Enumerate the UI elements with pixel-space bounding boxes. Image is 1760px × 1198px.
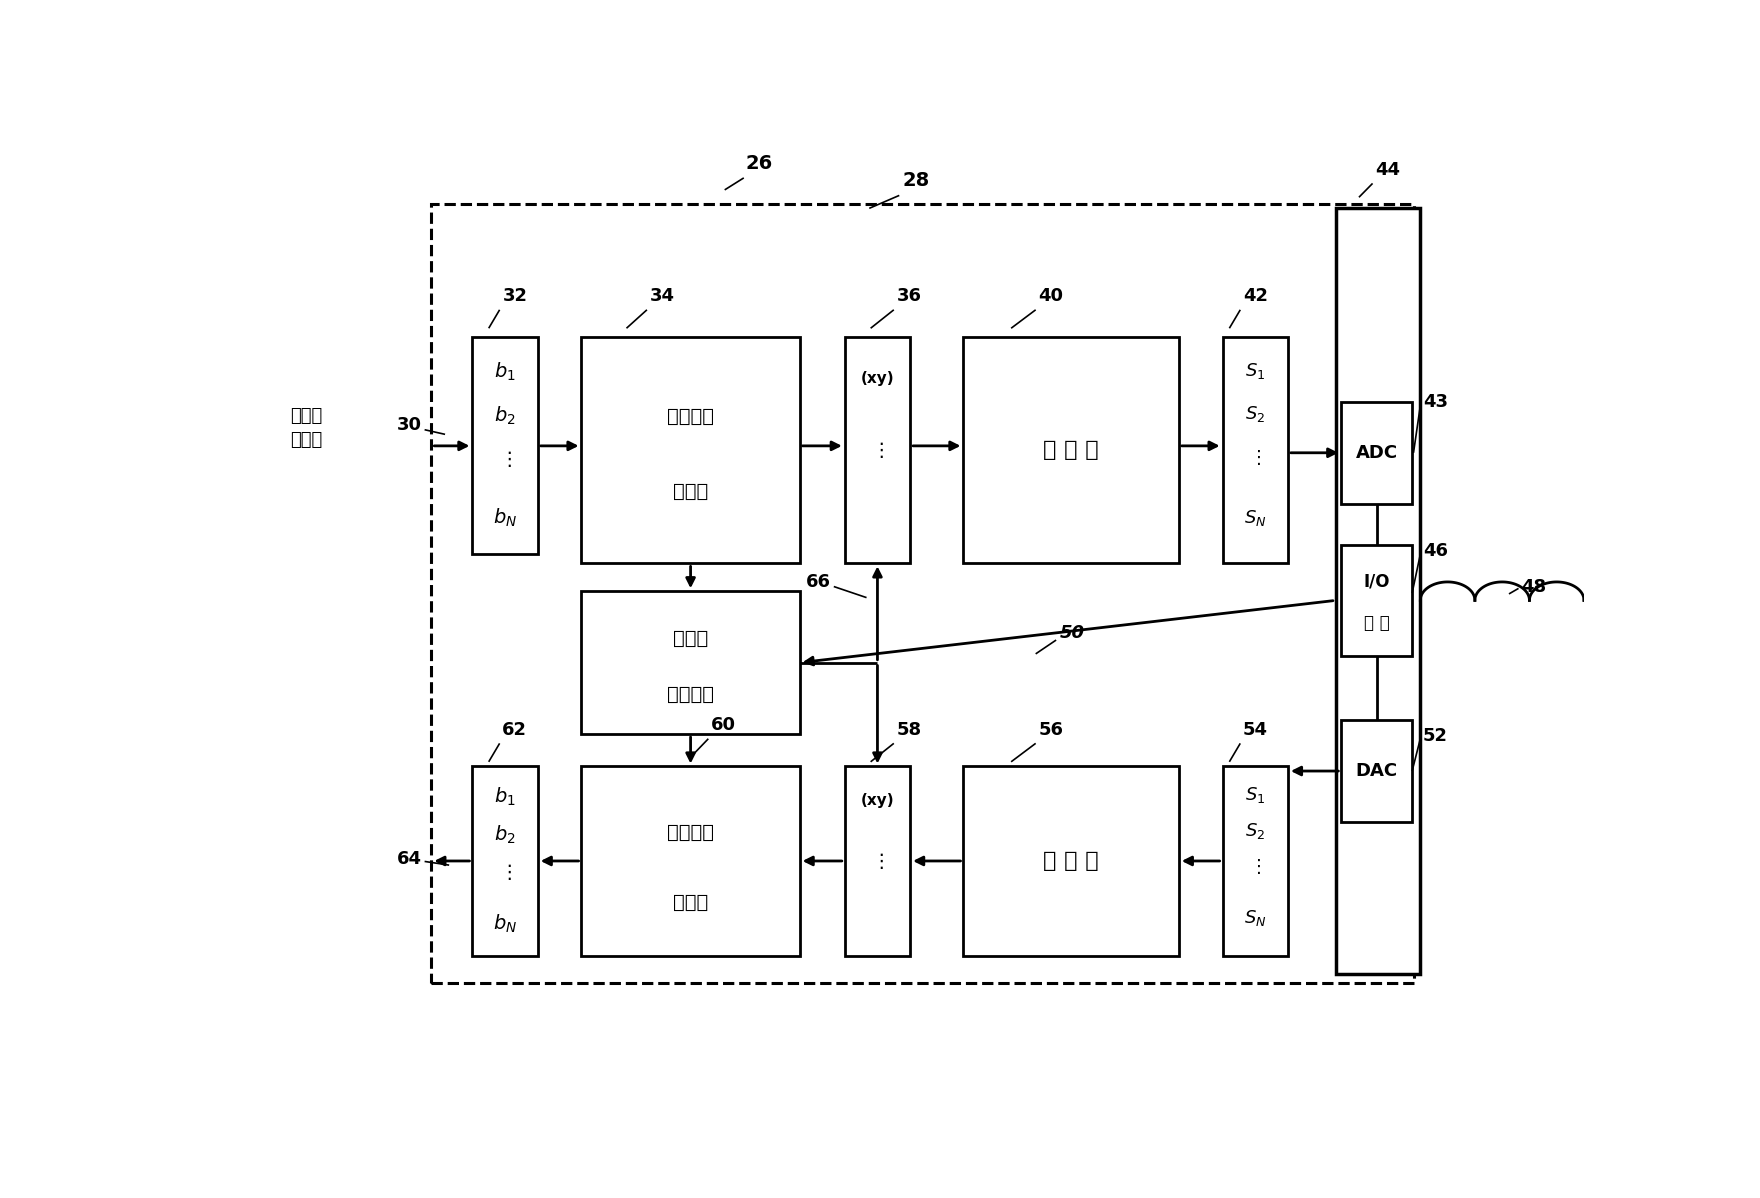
Bar — [845, 338, 910, 563]
Text: 解 调 器: 解 调 器 — [1044, 851, 1098, 871]
Text: I/O: I/O — [1364, 573, 1390, 591]
Bar — [581, 767, 799, 956]
Text: $b_N$: $b_N$ — [493, 507, 517, 528]
Text: 48: 48 — [1521, 577, 1547, 595]
Text: (xy): (xy) — [861, 370, 894, 386]
Text: 64: 64 — [396, 849, 422, 867]
Bar — [431, 204, 1413, 984]
Text: 42: 42 — [1243, 288, 1267, 305]
Text: $b_2$: $b_2$ — [495, 823, 516, 846]
Text: 数字数据: 数字数据 — [667, 823, 715, 842]
Text: 56: 56 — [1038, 721, 1063, 739]
Text: 66: 66 — [806, 573, 831, 591]
Bar — [581, 338, 799, 563]
Text: 40: 40 — [1038, 288, 1063, 305]
Text: 控制和: 控制和 — [672, 629, 708, 648]
Text: $\vdots$: $\vdots$ — [498, 449, 512, 468]
Text: 调制参数: 调制参数 — [667, 407, 715, 426]
Bar — [963, 338, 1179, 563]
Text: $b_2$: $b_2$ — [495, 405, 516, 426]
Bar — [1223, 338, 1288, 563]
Bar — [1341, 403, 1412, 503]
Text: 调 制 器: 调 制 器 — [1044, 441, 1098, 460]
Bar — [472, 767, 539, 956]
Text: $S_N$: $S_N$ — [1244, 508, 1267, 528]
Bar — [963, 767, 1179, 956]
Bar — [1341, 720, 1412, 822]
Text: 调度单元: 调度单元 — [667, 684, 715, 703]
Bar — [845, 767, 910, 956]
Text: 44: 44 — [1375, 161, 1401, 179]
Text: $S_2$: $S_2$ — [1244, 821, 1265, 841]
Text: $S_N$: $S_N$ — [1244, 908, 1267, 927]
Text: $S_2$: $S_2$ — [1244, 404, 1265, 424]
Text: $b_1$: $b_1$ — [495, 361, 516, 383]
Text: $\vdots$: $\vdots$ — [1250, 857, 1262, 876]
Text: 发生器: 发生器 — [672, 482, 708, 501]
Text: 43: 43 — [1424, 393, 1448, 411]
Text: $\vdots$: $\vdots$ — [871, 851, 884, 871]
Text: $b_N$: $b_N$ — [493, 912, 517, 934]
Text: 28: 28 — [903, 171, 929, 189]
Text: 58: 58 — [896, 721, 922, 739]
Text: 32: 32 — [502, 288, 528, 305]
Text: 接 口: 接 口 — [1364, 613, 1390, 631]
Text: 52: 52 — [1424, 727, 1448, 745]
Text: $b_1$: $b_1$ — [495, 786, 516, 807]
Text: 50: 50 — [1060, 624, 1084, 642]
Bar — [1336, 208, 1420, 974]
Text: (xy): (xy) — [861, 793, 894, 807]
Text: DAC: DAC — [1355, 762, 1397, 780]
Text: 30: 30 — [396, 416, 422, 434]
Bar — [1341, 545, 1412, 655]
Text: 54: 54 — [1243, 721, 1267, 739]
Text: 34: 34 — [649, 288, 674, 305]
Text: $S_1$: $S_1$ — [1244, 362, 1265, 381]
Text: $\vdots$: $\vdots$ — [498, 863, 512, 882]
Text: 发生器: 发生器 — [672, 893, 708, 912]
Bar — [472, 338, 539, 555]
Text: $\vdots$: $\vdots$ — [1250, 448, 1262, 467]
Text: 62: 62 — [502, 721, 528, 739]
Text: $\vdots$: $\vdots$ — [871, 441, 884, 460]
Text: 36: 36 — [896, 288, 922, 305]
Text: $S_1$: $S_1$ — [1244, 785, 1265, 805]
Text: 26: 26 — [744, 155, 773, 174]
Text: 60: 60 — [711, 716, 736, 734]
Bar — [581, 591, 799, 734]
Text: 数字数
据输入: 数字数 据输入 — [290, 407, 322, 449]
Bar — [1223, 767, 1288, 956]
Text: ADC: ADC — [1355, 443, 1397, 461]
Text: 46: 46 — [1424, 543, 1448, 561]
